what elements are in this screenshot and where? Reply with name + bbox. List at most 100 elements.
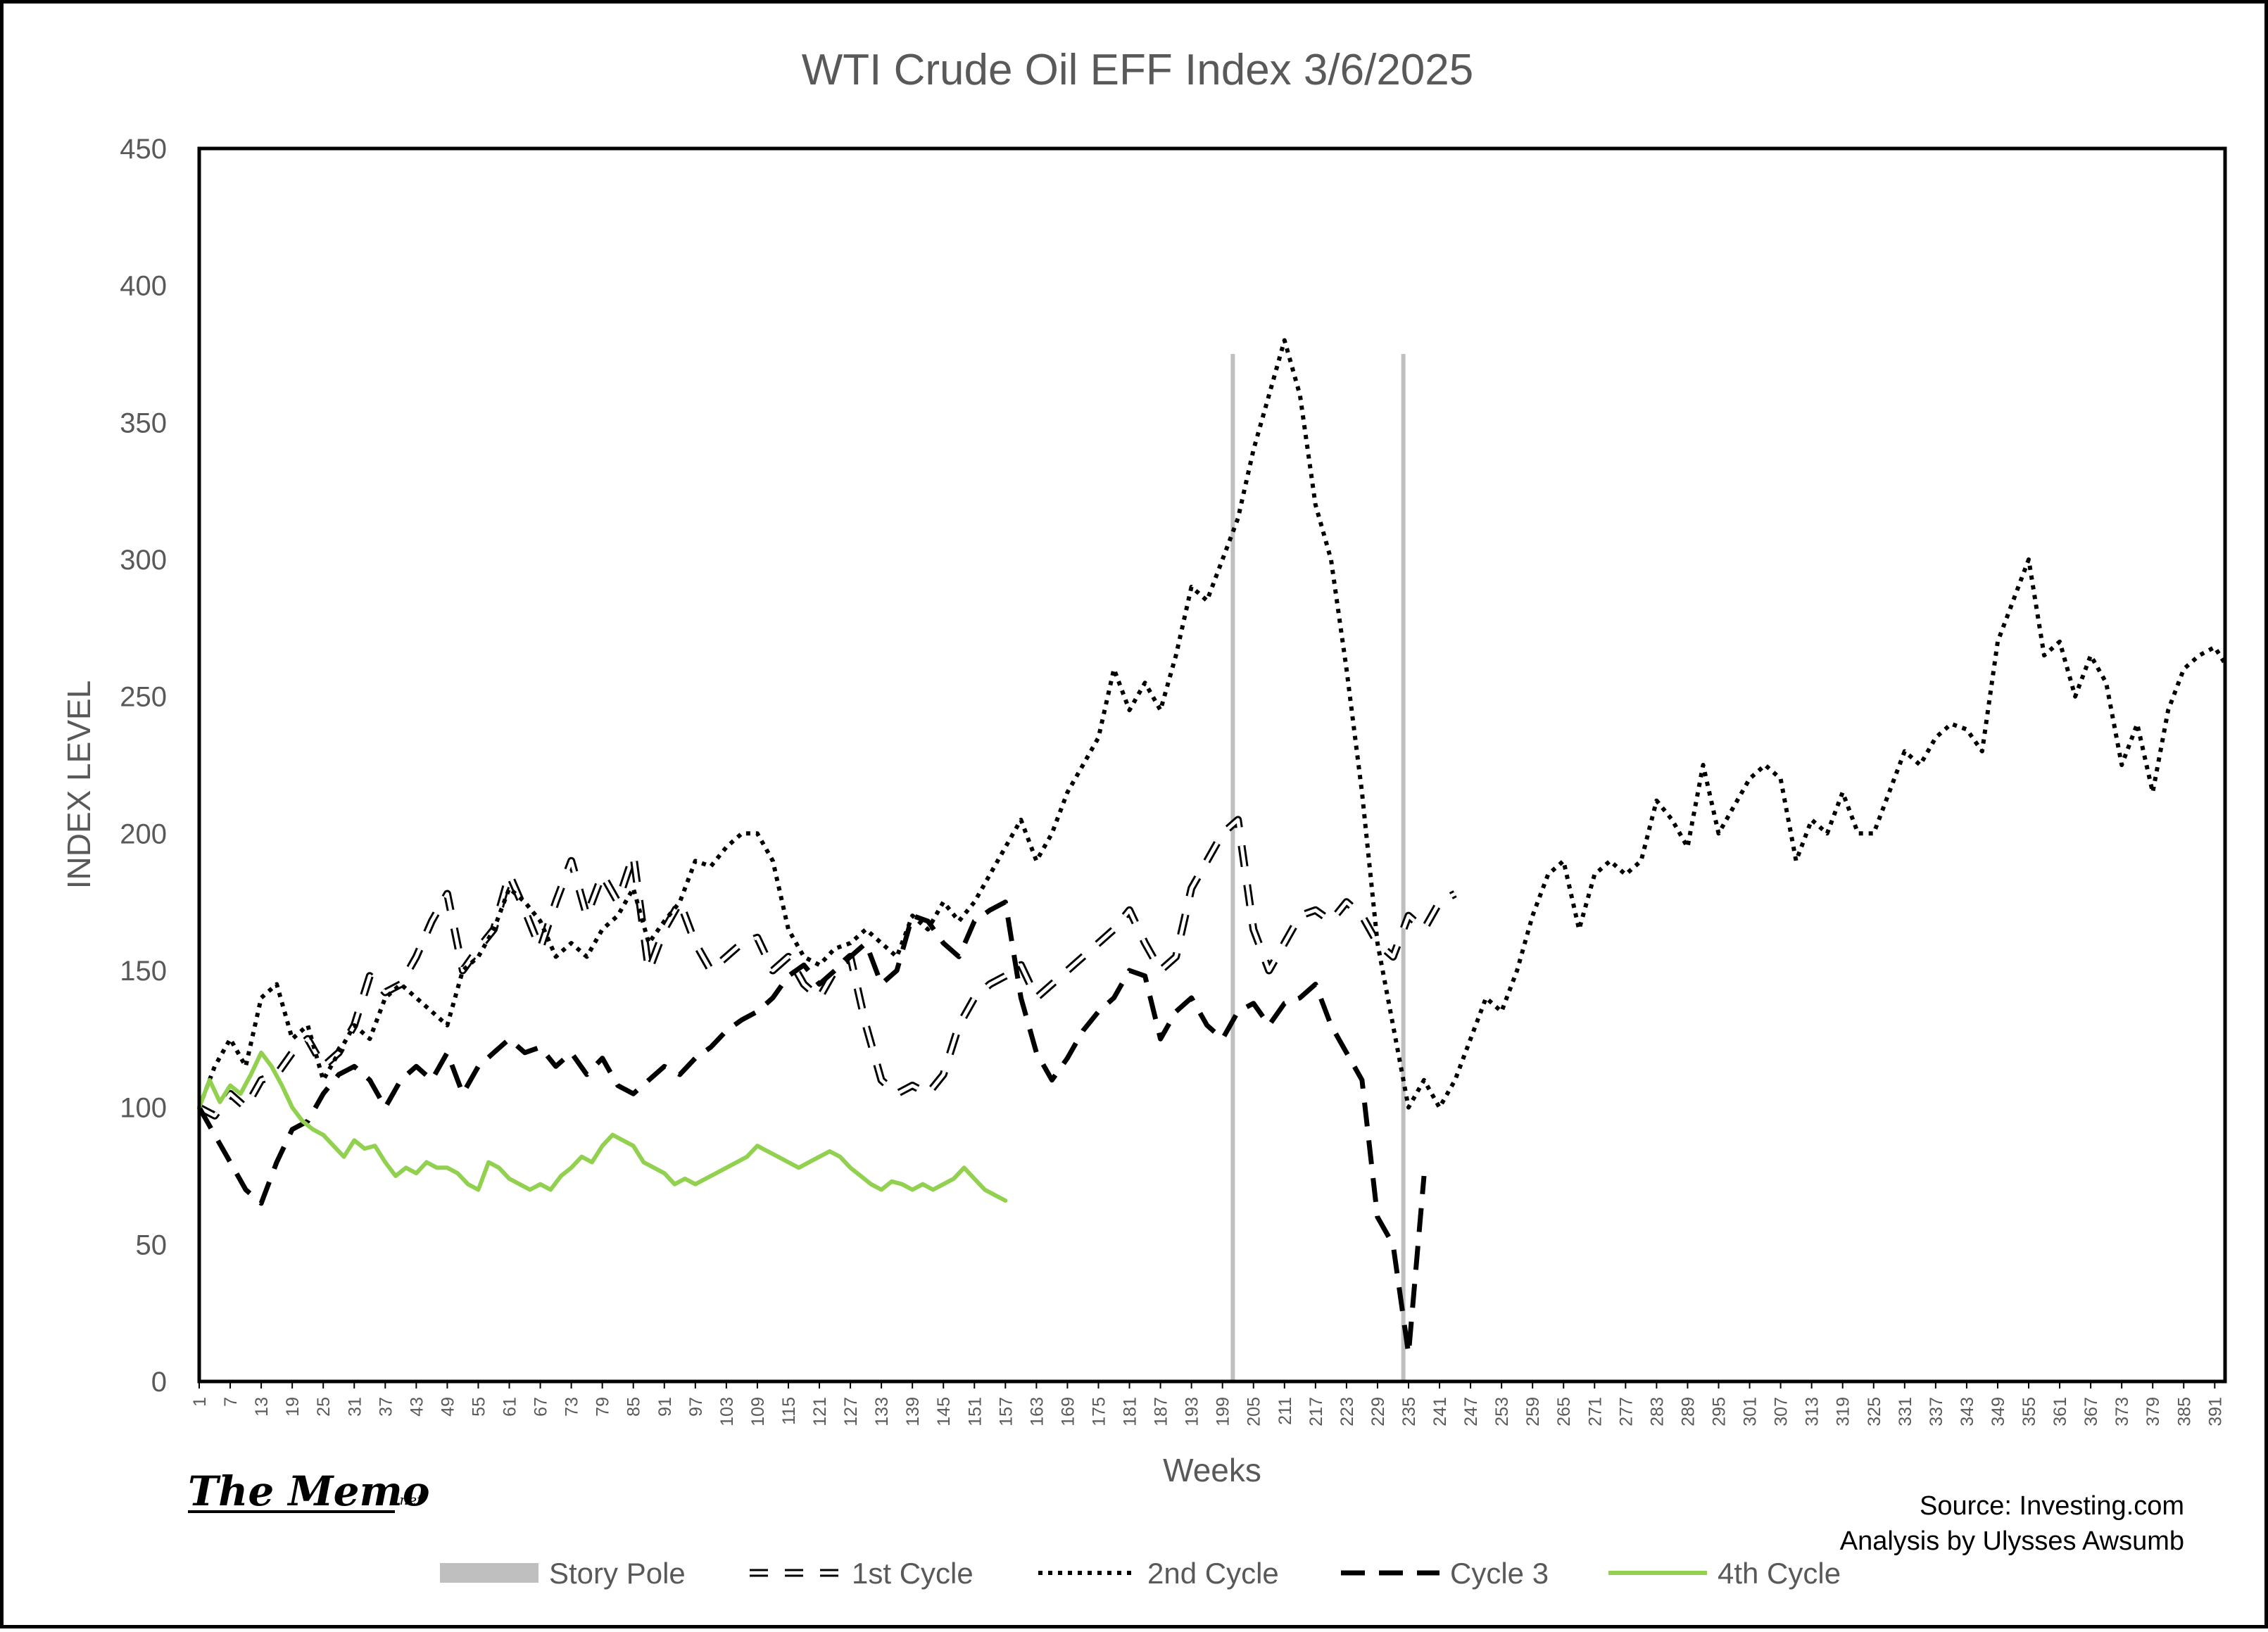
legend-item: 2nd Cycle [1038, 1557, 1279, 1590]
x-tick-label: 169 [1058, 1397, 1078, 1427]
x-tick-label: 193 [1183, 1397, 1202, 1427]
x-tick-label: 175 [1089, 1397, 1109, 1427]
x-tick-label: 259 [1523, 1397, 1543, 1427]
x-tick-label: 355 [2020, 1397, 2039, 1427]
x-tick-label: 337 [1927, 1397, 1946, 1427]
x-tick-label: 25 [314, 1397, 334, 1417]
analysis-line: Analysis by Ulysses Awsumb [1840, 1526, 2184, 1556]
x-tick-label: 139 [903, 1397, 923, 1427]
legend-item: 4th Cycle [1608, 1557, 1841, 1590]
y-tick-label: 300 [120, 545, 167, 576]
x-tick-label: 61 [500, 1397, 520, 1417]
x-tick-label: 73 [562, 1397, 582, 1417]
x-tick-label: 205 [1245, 1397, 1264, 1427]
legend-swatch-story-pole [440, 1563, 538, 1583]
x-tick-label: 1 [190, 1397, 210, 1407]
logo-suffix: .net [395, 1491, 423, 1508]
x-tick-label: 19 [283, 1397, 303, 1417]
x-tick-label: 247 [1461, 1397, 1481, 1427]
x-tick-label: 289 [1678, 1397, 1698, 1427]
x-tick-label: 295 [1710, 1397, 1730, 1427]
x-tick-label: 223 [1337, 1397, 1357, 1427]
y-tick-label: 100 [120, 1093, 167, 1124]
legend-item: Cycle 3 [1341, 1557, 1549, 1590]
x-tick-label: 265 [1554, 1397, 1574, 1427]
x-tick-label: 85 [624, 1397, 644, 1417]
x-tick-label: 145 [934, 1397, 954, 1427]
x-tick-label: 313 [1803, 1397, 1822, 1427]
x-tick-label: 271 [1585, 1397, 1605, 1427]
x-tick-label: 163 [1027, 1397, 1047, 1427]
series-cycle-3-line [196, 899, 1427, 1357]
y-tick-label: 0 [151, 1367, 167, 1398]
x-tick-label: 211 [1275, 1397, 1295, 1425]
legend: Story Pole 1st Cycle 2nd Cycle Cycle 3 4th C… [440, 1557, 1841, 1590]
x-tick-label: 133 [872, 1397, 892, 1427]
logo-text: The Memo [188, 1467, 430, 1515]
x-tick-label: 241 [1430, 1397, 1450, 1427]
y-axis-ticks: 0 50 100 150 200 250 300 350 400 450 [120, 134, 167, 1398]
x-tick-label: 325 [1865, 1397, 1884, 1427]
x-tick-label: 301 [1741, 1397, 1760, 1427]
x-tick-label: 361 [2050, 1397, 2070, 1427]
x-tick-label: 7 [221, 1397, 241, 1407]
y-tick-label: 350 [120, 407, 167, 438]
legend-item: Story Pole [440, 1557, 686, 1590]
y-tick-label: 450 [120, 134, 167, 165]
x-tick-label: 103 [717, 1397, 737, 1427]
series-4th-cycle-line [197, 1050, 1008, 1203]
legend-item: 1st Cycle [750, 1557, 974, 1590]
story-poles [1230, 354, 1406, 1381]
x-tick-label: 127 [841, 1397, 861, 1427]
x-tick-label: 235 [1399, 1397, 1419, 1427]
x-tick-label: 151 [965, 1397, 985, 1427]
x-tick-label: 253 [1492, 1397, 1512, 1427]
y-axis-title: INDEX LEVEL [61, 681, 97, 890]
x-tick-label: 31 [345, 1397, 365, 1417]
x-tick-label: 91 [655, 1397, 675, 1417]
legend-label: 4th Cycle [1718, 1557, 1841, 1590]
y-tick-label: 150 [120, 956, 167, 987]
x-tick-label: 109 [748, 1397, 768, 1427]
series-2nd-cycle-line [197, 338, 2227, 1110]
x-tick-label: 79 [593, 1397, 613, 1417]
series-layer [196, 338, 2227, 1357]
x-tick-label: 97 [686, 1397, 706, 1417]
x-tick-label: 229 [1368, 1397, 1388, 1427]
x-tick-label: 349 [1989, 1397, 2008, 1427]
chart-canvas: WTI Crude Oil EFF Index 3/6/2025 INDEX L… [61, 46, 2227, 1590]
chart-title: WTI Crude Oil EFF Index 3/6/2025 [802, 46, 1474, 94]
source-line: Source: Investing.com [1920, 1491, 2184, 1521]
x-tick-label: 343 [1958, 1397, 1977, 1427]
x-tick-label: 283 [1647, 1397, 1667, 1427]
x-axis-title: Weeks [1163, 1452, 1261, 1488]
x-tick-label: 13 [252, 1397, 272, 1417]
y-tick-label: 250 [120, 682, 167, 713]
x-tick-label: 121 [810, 1397, 830, 1427]
plot-area-border [197, 146, 2227, 1384]
x-tick-label: 157 [996, 1397, 1016, 1427]
x-tick-label: 43 [407, 1397, 427, 1417]
logo: The Memo .net [188, 1467, 430, 1515]
series-1st-cycle-line-inner [198, 818, 1456, 1118]
x-tick-label: 217 [1306, 1397, 1326, 1427]
legend-label: Story Pole [549, 1557, 686, 1590]
x-tick-label: 373 [2112, 1397, 2132, 1427]
x-axis-ticks: 1 7 13 19 25 31 37 43 49 55 61 67 73 79 85 91 97 103 109 11… [190, 1381, 2225, 1427]
x-tick-label: 379 [2143, 1397, 2163, 1427]
x-tick-label: 49 [438, 1397, 458, 1417]
y-tick-label: 50 [136, 1229, 168, 1260]
x-tick-label: 55 [469, 1397, 489, 1417]
x-tick-label: 277 [1616, 1397, 1636, 1427]
x-tick-label: 319 [1834, 1397, 1853, 1427]
x-tick-label: 385 [2174, 1397, 2194, 1427]
y-tick-label: 400 [120, 271, 167, 302]
x-tick-label: 307 [1772, 1397, 1791, 1427]
x-tick-label: 367 [2081, 1397, 2101, 1427]
x-tick-label: 187 [1152, 1397, 1171, 1427]
x-tick-label: 199 [1214, 1397, 1233, 1427]
legend-label: 1st Cycle [852, 1557, 974, 1590]
x-tick-label: 37 [376, 1397, 396, 1417]
x-tick-label: 331 [1896, 1397, 1915, 1427]
